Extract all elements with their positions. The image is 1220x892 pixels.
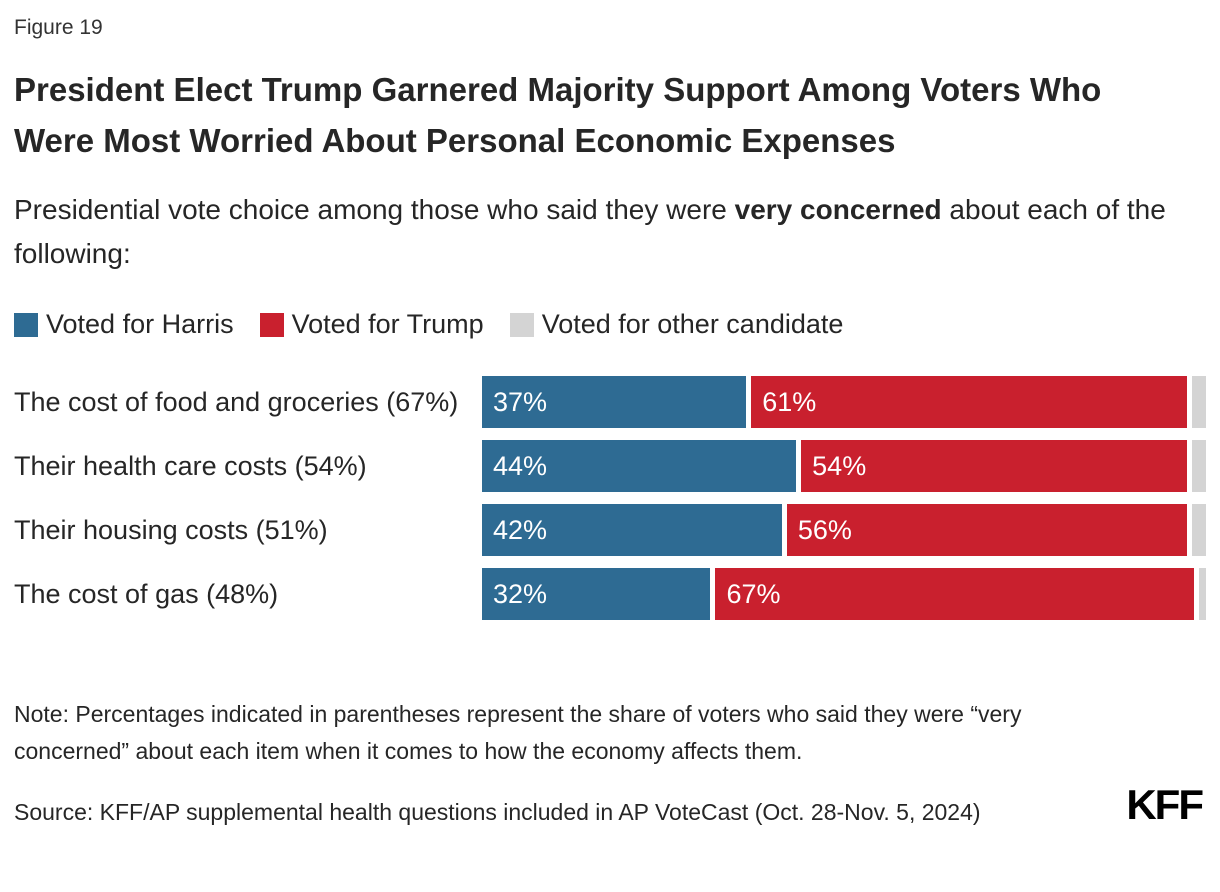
trump-bar-segment: 56%: [786, 504, 1187, 557]
bar-track: 44% 54%: [482, 440, 1206, 493]
kff-logo: KFF: [1126, 780, 1204, 828]
harris-bar-segment: 42%: [482, 504, 782, 557]
legend-label-harris: Voted for Harris: [46, 309, 234, 340]
trump-value-label: 54%: [812, 450, 867, 481]
legend-label-trump: Voted for Trump: [291, 309, 484, 340]
harris-value-label: 44%: [493, 450, 548, 481]
trump-value-label: 56%: [797, 514, 852, 545]
category-label: Their health care costs (54%): [14, 450, 367, 481]
footer: Source: KFF/AP supplemental health quest…: [14, 780, 1206, 828]
subtitle-prefix: Presidential vote choice among those who…: [14, 194, 735, 226]
category-label: The cost of gas (48%): [14, 578, 279, 609]
chart-row-housing: Their housing costs (51%) 42% 56%: [14, 504, 1206, 557]
legend-item-harris: Voted for Harris: [14, 309, 234, 340]
trump-value-label: 67%: [726, 578, 781, 609]
harris-value-label: 32%: [493, 578, 548, 609]
harris-bar-segment: 32%: [482, 568, 711, 621]
category-label: Their housing costs (51%): [14, 514, 328, 545]
subtitle-bold: very concerned: [734, 194, 942, 226]
trump-value-label: 61%: [762, 386, 817, 417]
subtitle-suffix: about each of the following:: [14, 194, 1166, 269]
figure-label: Figure 19: [14, 16, 103, 39]
chart-row-food: The cost of food and groceries (67%) 37%…: [14, 376, 1207, 429]
other-bar-segment: [1191, 440, 1206, 493]
harris-value-label: 37%: [493, 386, 548, 417]
chart-subtitle: Presidential vote choice among those who…: [14, 188, 1206, 275]
harris-swatch: [14, 312, 38, 337]
source-text: Source: KFF/AP supplemental health quest…: [14, 798, 981, 825]
trump-swatch: [259, 312, 284, 337]
bar-track: 42% 56%: [482, 504, 1206, 557]
chart-title: President Elect Trump Garnered Majority …: [14, 71, 1102, 160]
trump-bar-segment: 61%: [751, 376, 1187, 429]
legend-item-other: Voted for other candidate: [509, 309, 844, 340]
other-bar-segment: [1191, 376, 1207, 429]
harris-value-label: 42%: [493, 514, 548, 545]
category-label: The cost of food and groceries (67%): [14, 386, 459, 417]
chart-row-gas: The cost of gas (48%) 32% 67%: [14, 568, 1206, 621]
bar-track: 37% 61%: [482, 376, 1207, 429]
legend: Voted for Harris Voted for Trump Voted f…: [14, 309, 1206, 340]
trump-bar-segment: 54%: [801, 440, 1187, 493]
harris-bar-segment: 44%: [482, 440, 797, 493]
other-bar-segment: [1198, 568, 1206, 621]
legend-item-trump: Voted for Trump: [259, 309, 484, 340]
stacked-bar-chart: The cost of food and groceries (67%) 37%…: [14, 376, 1207, 621]
other-bar-segment: [1191, 504, 1206, 557]
trump-bar-segment: 67%: [715, 568, 1194, 621]
legend-label-other: Voted for other candidate: [541, 309, 844, 340]
other-swatch: [509, 312, 534, 337]
note-text: Note: Percentages indicated in parenthes…: [14, 701, 1022, 764]
harris-bar-segment: 37%: [482, 376, 747, 429]
bar-track: 32% 67%: [482, 568, 1206, 621]
chart-row-healthcare: Their health care costs (54%) 44% 54%: [14, 440, 1206, 493]
